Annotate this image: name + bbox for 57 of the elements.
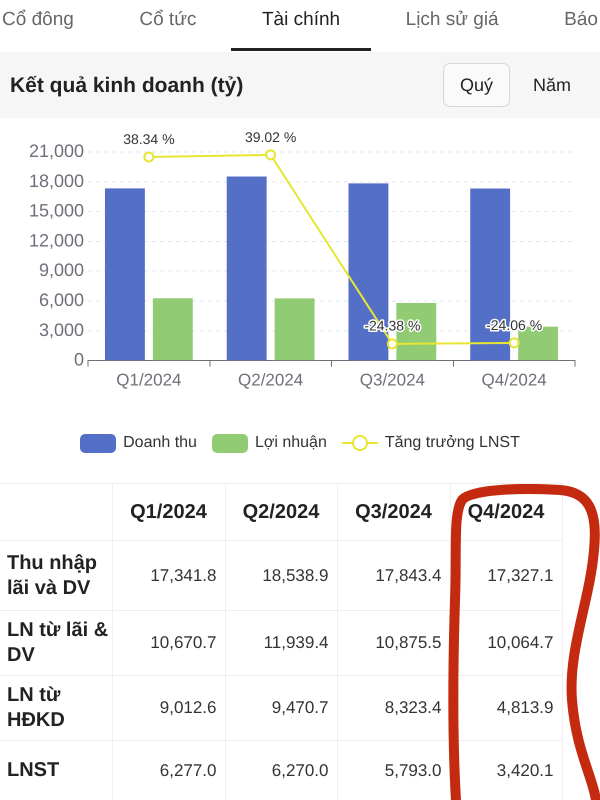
y-tick-label: 9,000 <box>38 260 84 280</box>
text: Lịch sử giá <box>406 9 499 31</box>
data-label: 9,012.6 <box>112 676 225 740</box>
data-label: 5,793.0 <box>337 740 450 800</box>
chart-title: Kết quả kinh doanh (tỷ) <box>10 73 244 99</box>
x-tick-label: Q4/2024 <box>482 370 547 390</box>
category-label: Q4/2024 <box>450 484 562 540</box>
text: LN từ lãi & DV <box>0 610 112 676</box>
bar <box>152 298 193 360</box>
text: LN từ HĐKD <box>0 676 112 740</box>
data-label: 3,420.1 <box>450 740 562 800</box>
text: Thu nhập lãi và DV <box>0 540 112 610</box>
data-label: 6,270.0 <box>225 740 337 800</box>
data-label: 18,538.9 <box>225 540 337 610</box>
data-label: 10,875.5 <box>337 610 450 676</box>
y-tick-label: 15,000 <box>28 200 84 221</box>
x-tick-label: Q3/2024 <box>360 370 425 390</box>
point <box>508 337 520 348</box>
text: LNST <box>0 740 112 800</box>
point <box>265 149 276 160</box>
text: Năm <box>533 74 572 96</box>
point <box>143 151 154 162</box>
category-label: Q1/2024 <box>112 484 225 540</box>
data-label: 17,843.4 <box>337 540 450 610</box>
y-tick-label: 21,000 <box>28 140 84 161</box>
bar <box>104 188 145 360</box>
y-tick-label: 0 <box>74 350 84 370</box>
legend-label: Lợi nhuận <box>254 434 327 452</box>
legend-label: Tăng trưởng LNST <box>384 434 520 452</box>
data-label: 10,064.7 <box>450 610 562 676</box>
y-tick-label: 6,000 <box>38 290 84 310</box>
x-tick-label: Q1/2024 <box>116 370 182 390</box>
text: Báo <box>564 9 598 31</box>
data-label: 38.34 % <box>123 130 175 147</box>
bar <box>274 298 315 360</box>
data-label: 17,327.1 <box>450 540 562 610</box>
legend-label: Doanh thu <box>123 434 197 452</box>
data-label: 9,470.7 <box>225 676 337 740</box>
category-label: Q2/2024 <box>225 484 337 540</box>
data-label: 8,323.4 <box>337 676 450 740</box>
y-tick-label: 3,000 <box>38 320 84 340</box>
data-label: 6,277.0 <box>112 740 225 800</box>
bar <box>226 176 267 360</box>
data-label: 10,670.7 <box>112 610 225 676</box>
data-label: 4,813.9 <box>450 676 562 740</box>
data-label: 39.02 % <box>244 128 296 145</box>
toggle-button[interactable]: Quý <box>443 63 510 107</box>
y-tick-label: 12,000 <box>28 230 84 250</box>
x-tick-label: Q2/2024 <box>238 370 304 390</box>
category-label: Q3/2024 <box>337 484 450 540</box>
point <box>386 338 398 350</box>
data-label: 17,341.8 <box>112 540 225 610</box>
text: Tài chính <box>262 9 340 31</box>
y-tick-label: 18,000 <box>28 170 84 191</box>
text: Cổ tức <box>139 9 196 31</box>
data-label: 11,939.4 <box>225 610 337 676</box>
text: Cổ đông <box>2 9 74 31</box>
